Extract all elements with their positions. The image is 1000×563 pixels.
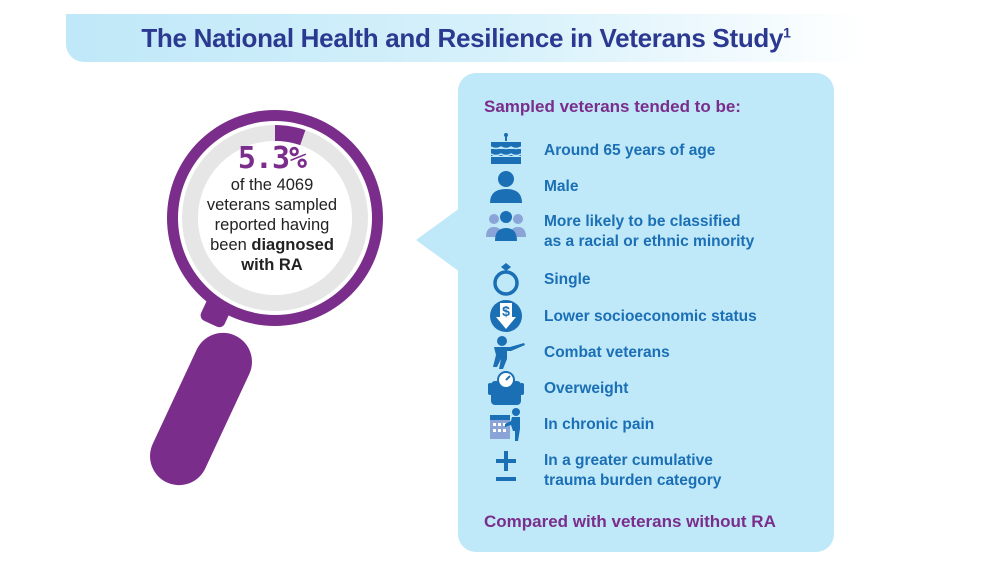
dollar-down-icon: $ [490,300,522,332]
person-calendar-icon [490,408,520,441]
item-label-line-2: trauma burden category [544,472,722,489]
scale-icon [488,371,524,405]
stat-line-1: of the 4069 [230,176,314,194]
item-label: Single [544,271,591,288]
stat-line-3: reported having [214,216,330,234]
group-people-icon [486,211,526,241]
svg-text:$: $ [502,303,510,319]
item-label-line-1: More likely to be classified [544,213,741,230]
item-label: Male [544,178,579,195]
soldier-icon [493,336,525,369]
birthday-cake-icon [490,133,522,164]
stat-line-4: been diagnosed [210,236,334,254]
panel-heading: Sampled veterans tended to be: [484,97,741,116]
magnifier-lens [198,141,352,295]
item-label: Overweight [544,380,629,397]
item-label-line-1: In a greater cumulative [544,452,713,469]
item-label-line-2: as a racial or ethnic minority [544,233,755,250]
characteristics-panel: Sampled veterans tended to be: Around 65… [458,73,834,552]
item-label: Lower socioeconomic status [544,308,757,325]
page-title: The National Health and Resilience in Ve… [141,23,791,53]
ring-icon [493,263,519,296]
stat-line-2: veterans sampled [206,196,338,214]
panel-footer: Compared with veterans without RA [484,512,776,531]
panel-pointer [416,208,460,272]
plus-minus-icon [496,451,516,481]
item-label: Around 65 years of age [544,142,716,159]
male-person-icon [490,171,522,203]
title-banner: The National Health and Resilience in Ve… [66,14,866,62]
stat-percent: 5.3% [237,141,307,176]
footnote-marker: 1 [783,24,791,41]
item-label: In chronic pain [544,416,655,433]
stat-line-5: with RA [241,256,303,274]
magnifying-glass-icon [150,110,383,486]
stat-block: 5.3% of the 4069 veterans sampled report… [184,143,360,275]
item-label: Combat veterans [544,344,670,361]
progress-ring-fill [182,125,368,311]
